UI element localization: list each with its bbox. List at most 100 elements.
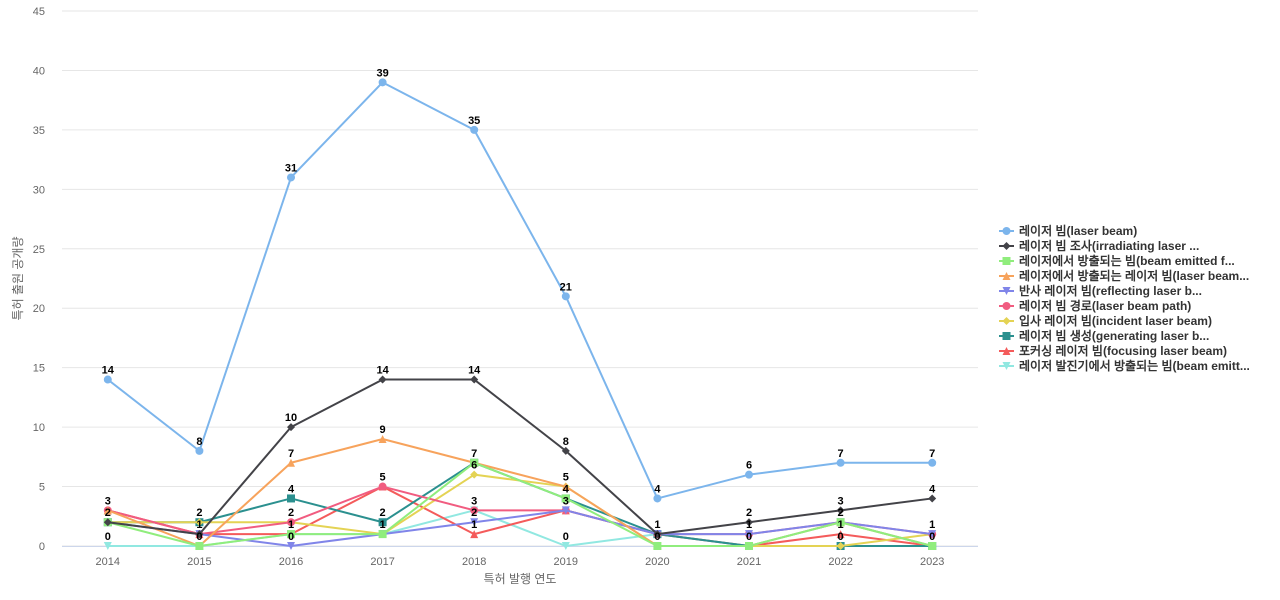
data-label: 2 — [196, 507, 202, 519]
legend-marker — [1002, 287, 1011, 295]
data-label: 35 — [468, 115, 480, 127]
y-tick-label: 5 — [39, 482, 45, 494]
data-label: 1 — [380, 519, 386, 531]
data-label: 4 — [929, 483, 936, 495]
data-label: 1 — [929, 519, 935, 531]
data-point — [745, 542, 753, 550]
legend-item[interactable]: 레이저에서 방출되는 레이저 빔(laser beam... — [999, 268, 1249, 283]
data-label: 39 — [376, 67, 388, 79]
series-line — [106, 81, 934, 500]
data-point — [836, 506, 845, 515]
data-label: 2 — [105, 507, 111, 519]
data-point — [561, 482, 570, 491]
data-label: 5 — [380, 472, 386, 484]
series-4 — [103, 435, 937, 550]
data-point — [653, 530, 662, 539]
data-point — [561, 494, 570, 503]
data-label: 2 — [471, 507, 477, 519]
data-point — [745, 470, 753, 479]
data-label: 7 — [471, 448, 477, 460]
legend-marker — [1002, 317, 1011, 325]
data-label: 6 — [746, 460, 752, 472]
data-point — [928, 458, 937, 467]
data-point — [287, 423, 295, 432]
series-10 — [103, 506, 937, 550]
data-label: 4 — [563, 483, 570, 495]
legend-item[interactable]: 레이저 빔(laser beam) — [999, 223, 1137, 238]
series-line — [106, 461, 934, 547]
legend-item[interactable]: 레이저 발진기에서 방출되는 빔(beam emitt... — [999, 358, 1250, 373]
data-point — [653, 542, 662, 550]
data-labels: 1432082103110742103914952135147632121854… — [102, 67, 936, 543]
y-tick-label: 45 — [33, 6, 45, 18]
legend-item[interactable]: 입사 레이저 빔(incident laser beam) — [999, 313, 1212, 328]
legend-item[interactable]: 레이저 빔 경로(laser beam path) — [999, 298, 1191, 313]
legend-label: 레이저 빔(laser beam) — [1019, 223, 1137, 238]
y-tick-label: 10 — [33, 422, 45, 434]
data-point — [470, 518, 479, 527]
legend-marker — [1002, 242, 1011, 250]
data-point — [103, 518, 112, 527]
data-label: 0 — [838, 531, 844, 543]
data-point — [378, 482, 387, 491]
legend-label: 레이저 발진기에서 방출되는 빔(beam emitt... — [1019, 358, 1250, 373]
data-label: 8 — [563, 436, 569, 448]
legend-marker — [1002, 257, 1011, 265]
legend-label: 레이저 빔 생성(generating laser b... — [1019, 328, 1209, 343]
data-label: 1 — [654, 519, 660, 531]
data-label: 21 — [560, 281, 572, 293]
data-point — [470, 506, 479, 515]
legend-item[interactable]: 포커싱 레이저 빔(focusing laser beam) — [999, 343, 1227, 358]
legend-item[interactable]: 레이저 빔 조사(irradiating laser ... — [999, 238, 1199, 253]
data-label: 8 — [196, 436, 202, 448]
data-label: 0 — [929, 531, 935, 543]
data-label: 7 — [288, 448, 294, 460]
x-tick-label: 2022 — [828, 556, 852, 568]
legend-item[interactable]: 레이저에서 방출되는 빔(beam emitted f... — [999, 253, 1235, 268]
data-label: 0 — [288, 531, 294, 543]
x-tick-label: 2016 — [279, 556, 303, 568]
data-point — [287, 530, 295, 539]
data-point — [287, 518, 295, 527]
data-label: 14 — [376, 365, 389, 377]
data-point — [470, 470, 479, 479]
data-point — [928, 494, 937, 503]
data-point — [378, 375, 387, 384]
data-label: 2 — [380, 507, 386, 519]
legend-item[interactable]: 레이저 빔 생성(generating laser b... — [999, 328, 1209, 343]
grid-lines — [62, 10, 978, 547]
data-point — [836, 518, 845, 527]
data-point — [103, 375, 112, 384]
data-label: 1 — [838, 519, 844, 531]
x-tick-label: 2019 — [554, 556, 578, 568]
data-label: 10 — [285, 412, 297, 424]
series-3 — [103, 458, 937, 550]
data-label: 7 — [838, 448, 844, 460]
x-tick-label: 2017 — [370, 556, 394, 568]
legend-marker — [1002, 347, 1011, 355]
data-label: 4 — [654, 483, 661, 495]
legend-label: 레이저 빔 조사(irradiating laser ... — [1019, 238, 1199, 253]
data-point — [287, 173, 295, 182]
legend-item[interactable]: 반사 레이저 빔(reflecting laser b... — [999, 283, 1202, 298]
x-axis-title: 특허 발행 연도 — [484, 571, 557, 586]
data-label: 1 — [471, 519, 477, 531]
data-point — [195, 542, 204, 550]
y-tick-label: 30 — [33, 184, 45, 196]
data-label: 3 — [105, 495, 111, 507]
y-tick-label: 25 — [33, 244, 45, 256]
data-point — [470, 125, 479, 134]
y-tick-label: 15 — [33, 363, 45, 375]
data-point — [836, 530, 845, 539]
legend-label: 레이저에서 방출되는 빔(beam emitted f... — [1019, 253, 1235, 268]
legend-marker — [1002, 227, 1011, 235]
data-point — [195, 446, 204, 455]
data-point — [195, 518, 204, 527]
data-point — [928, 542, 937, 550]
data-point — [653, 494, 662, 503]
data-point — [378, 518, 387, 527]
data-label: 14 — [468, 365, 481, 377]
data-label: 14 — [102, 365, 115, 377]
